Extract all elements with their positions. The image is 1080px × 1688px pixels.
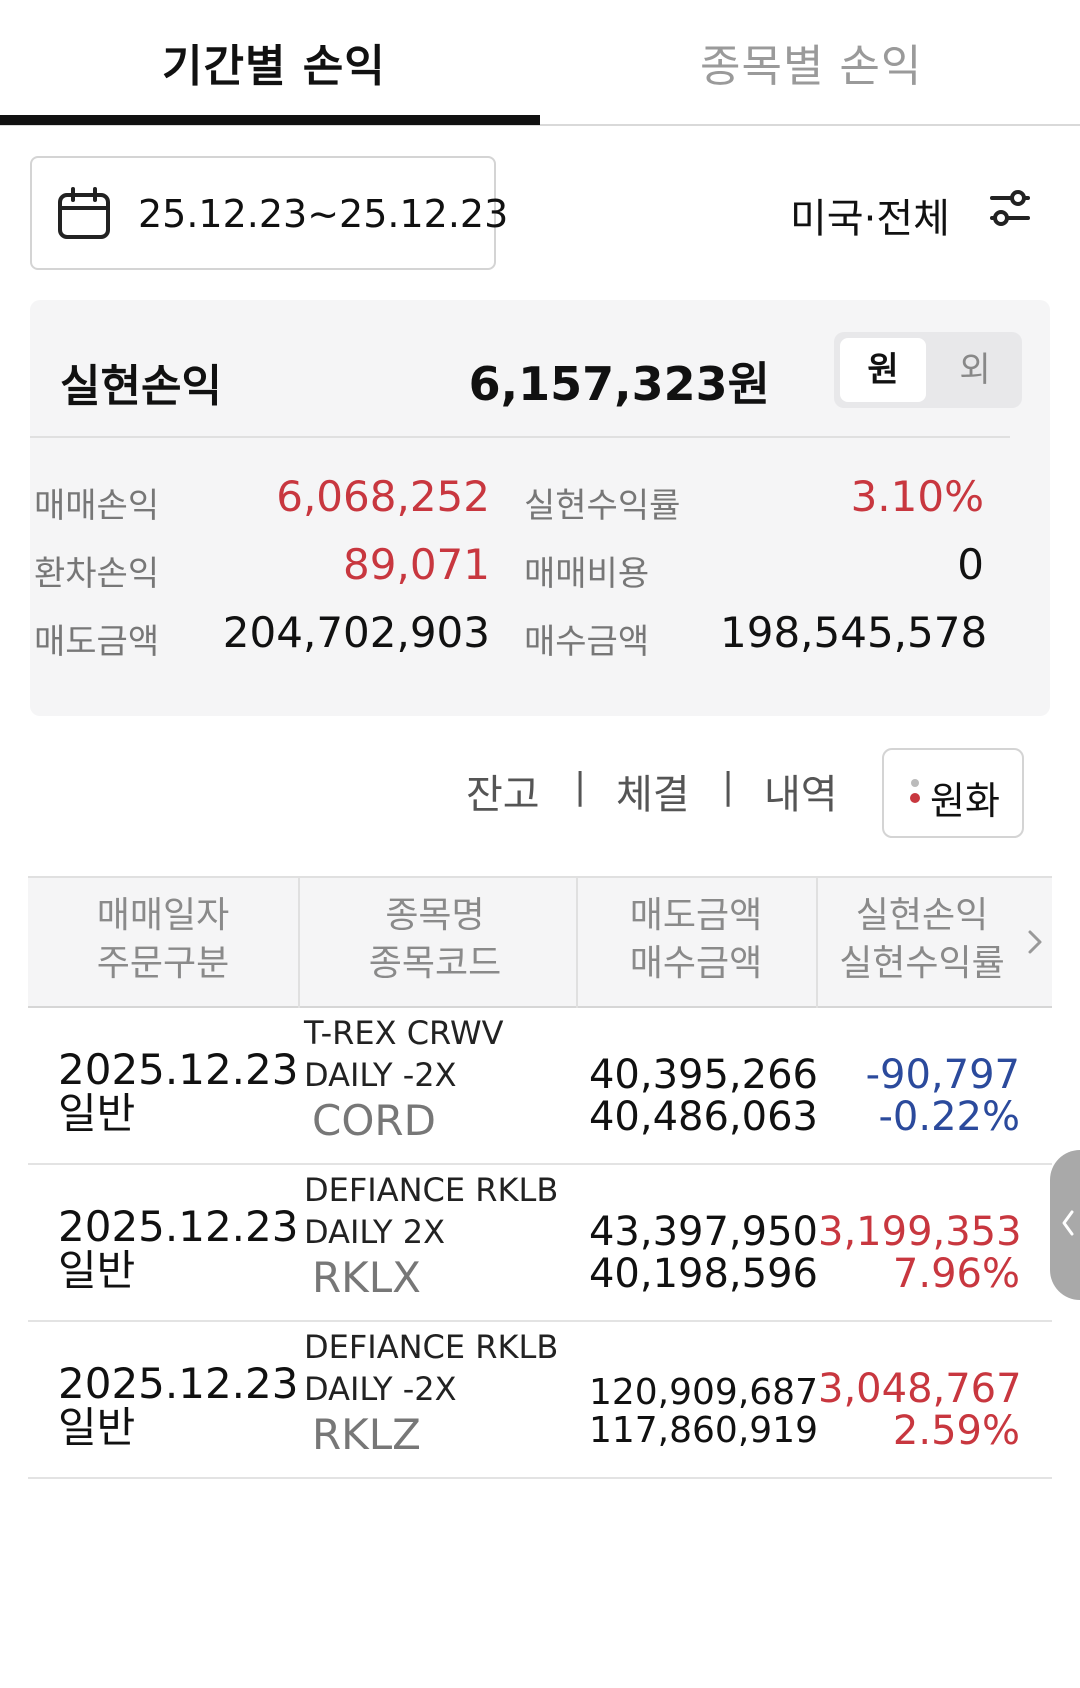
table-row[interactable]: 2025.12.23 일반 T-REX CRWV DAILY -2X CORD … [28, 1008, 1052, 1165]
header-line2: 주문구분 [96, 943, 230, 984]
return-rate-value: 3.10% [850, 472, 984, 521]
buy-amount: 117,860,919 [588, 1410, 818, 1451]
header-line1: 종목명 [385, 895, 485, 936]
trade-pl-value: 6,068,252 [276, 472, 490, 521]
header-date-type: 매매일자 주문구분 [28, 892, 298, 988]
realized-rate: 2.59% [892, 1408, 1020, 1454]
buy-amount: 40,486,063 [588, 1094, 818, 1140]
realized-pl-title: 실현손익 [60, 361, 222, 412]
tab-stock-pl[interactable]: 종목별 손익 [700, 41, 923, 92]
row-date-type: 2025.12.23 일반 [58, 1048, 298, 1136]
divider [30, 436, 1010, 438]
realized-rate: 7.96% [892, 1251, 1020, 1297]
stock-code: CORD [312, 1096, 436, 1145]
trade-cost-label: 매매비용 [524, 554, 650, 594]
currency-toggle: 원 외 [834, 332, 1022, 408]
row-date-type: 2025.12.23 일반 [58, 1205, 298, 1293]
link-separator: | [574, 766, 587, 807]
sell-amount: 40,395,266 [588, 1052, 818, 1098]
executed-link[interactable]: 체결 [616, 772, 690, 818]
return-rate-label: 실현수익률 [524, 486, 681, 526]
currency-foreign-button[interactable]: 외 [959, 350, 991, 390]
date-range-picker[interactable]: 25.12.23~25.12.23 [30, 156, 508, 270]
tab-bar: 기간별 손익 종목별 손익 [0, 0, 1080, 126]
realized-pl: 3,048,767 [818, 1366, 1022, 1412]
sell-amount: 120,909,687 [588, 1372, 818, 1413]
sell-amount: 43,397,950 [588, 1209, 818, 1255]
trade-cost-value: 0 [957, 540, 984, 589]
column-divider [816, 878, 818, 1008]
chevron-left-icon [1060, 1208, 1076, 1242]
stock-name: DEFIANCE RKLB DAILY 2X [304, 1169, 558, 1253]
stock-name-line2: DAILY -2X [304, 1056, 457, 1094]
fx-pl-label: 환차손익 [34, 554, 160, 594]
won-button-label: 원화 [930, 779, 1000, 823]
active-tab-indicator [0, 115, 540, 125]
buy-amount-value: 198,545,578 [720, 608, 988, 657]
trade-pl-label: 매매손익 [34, 486, 160, 526]
order-type: 일반 [58, 1403, 136, 1452]
currency-won-button[interactable]: 원 [840, 338, 926, 402]
realized-pl: -90,797 [865, 1052, 1020, 1098]
header-sell-buy: 매도금액 매수금액 [578, 892, 814, 988]
side-panel-handle[interactable] [1050, 1150, 1080, 1300]
header-line2: 실현수익률 [839, 943, 1005, 984]
column-divider [298, 878, 300, 1008]
header-line1: 실현손익 [855, 895, 989, 936]
trade-date: 2025.12.23 [58, 1045, 299, 1094]
realized-pl-total: 6,157,323원 [468, 357, 770, 411]
header-pl-rate: 실현손익 실현수익률 [818, 892, 1026, 988]
header-line1: 매도금액 [629, 895, 763, 936]
link-separator: | [722, 766, 735, 807]
chevron-right-icon[interactable] [1026, 928, 1044, 960]
stock-name-line1: DEFIANCE RKLB [304, 1171, 559, 1209]
sell-amount-value: 204,702,903 [222, 608, 490, 657]
column-divider [576, 878, 578, 1008]
sell-amount-label: 매도금액 [34, 622, 160, 662]
more-vertical-icon [910, 778, 920, 816]
header-name-code: 종목명 종목코드 [300, 892, 570, 988]
won-currency-dropdown[interactable]: 원화 [882, 748, 1024, 838]
fx-pl-value: 89,071 [343, 540, 490, 589]
filter-settings-icon[interactable] [988, 188, 1032, 232]
stock-name-line2: DAILY -2X [304, 1370, 457, 1408]
history-link[interactable]: 내역 [764, 772, 838, 818]
stock-name: T-REX CRWV DAILY -2X [304, 1012, 504, 1096]
buy-amount: 40,198,596 [588, 1251, 818, 1297]
balance-link[interactable]: 잔고 [466, 772, 540, 818]
realized-pl: 3,199,353 [818, 1209, 1022, 1255]
order-type: 일반 [58, 1246, 136, 1295]
calendar-icon [56, 186, 112, 246]
realized-rate: -0.22% [878, 1094, 1020, 1140]
row-date-type: 2025.12.23 일반 [58, 1362, 298, 1450]
stock-name-line1: T-REX CRWV [304, 1014, 504, 1052]
market-filter-label[interactable]: 미국·전체 [790, 196, 950, 242]
header-line2: 종목코드 [368, 943, 502, 984]
stock-name-line2: DAILY 2X [304, 1213, 445, 1251]
buy-amount-label: 매수금액 [524, 622, 650, 662]
table-row[interactable]: 2025.12.23 일반 DEFIANCE RKLB DAILY -2X RK… [28, 1322, 1052, 1479]
tab-period-pl[interactable]: 기간별 손익 [162, 41, 386, 92]
trade-date: 2025.12.23 [58, 1359, 299, 1408]
stock-name: DEFIANCE RKLB DAILY -2X [304, 1326, 558, 1410]
header-line1: 매매일자 [96, 895, 230, 936]
date-range-text: 25.12.23~25.12.23 [138, 192, 509, 236]
table-header: 매매일자 주문구분 종목명 종목코드 매도금액 매수금액 실현손익 실현수익률 [28, 876, 1052, 1008]
order-type: 일반 [58, 1089, 136, 1138]
table-row[interactable]: 2025.12.23 일반 DEFIANCE RKLB DAILY 2X RKL… [28, 1165, 1052, 1322]
stock-code: RKLX [312, 1253, 421, 1302]
trade-date: 2025.12.23 [58, 1202, 299, 1251]
stock-name-line1: DEFIANCE RKLB [304, 1328, 559, 1366]
header-line2: 매수금액 [629, 943, 763, 984]
stock-code: RKLZ [312, 1410, 421, 1459]
realized-pl-summary-card: 실현손익 6,157,323원 원 외 매매손익 6,068,252 실현수익률… [30, 300, 1050, 716]
